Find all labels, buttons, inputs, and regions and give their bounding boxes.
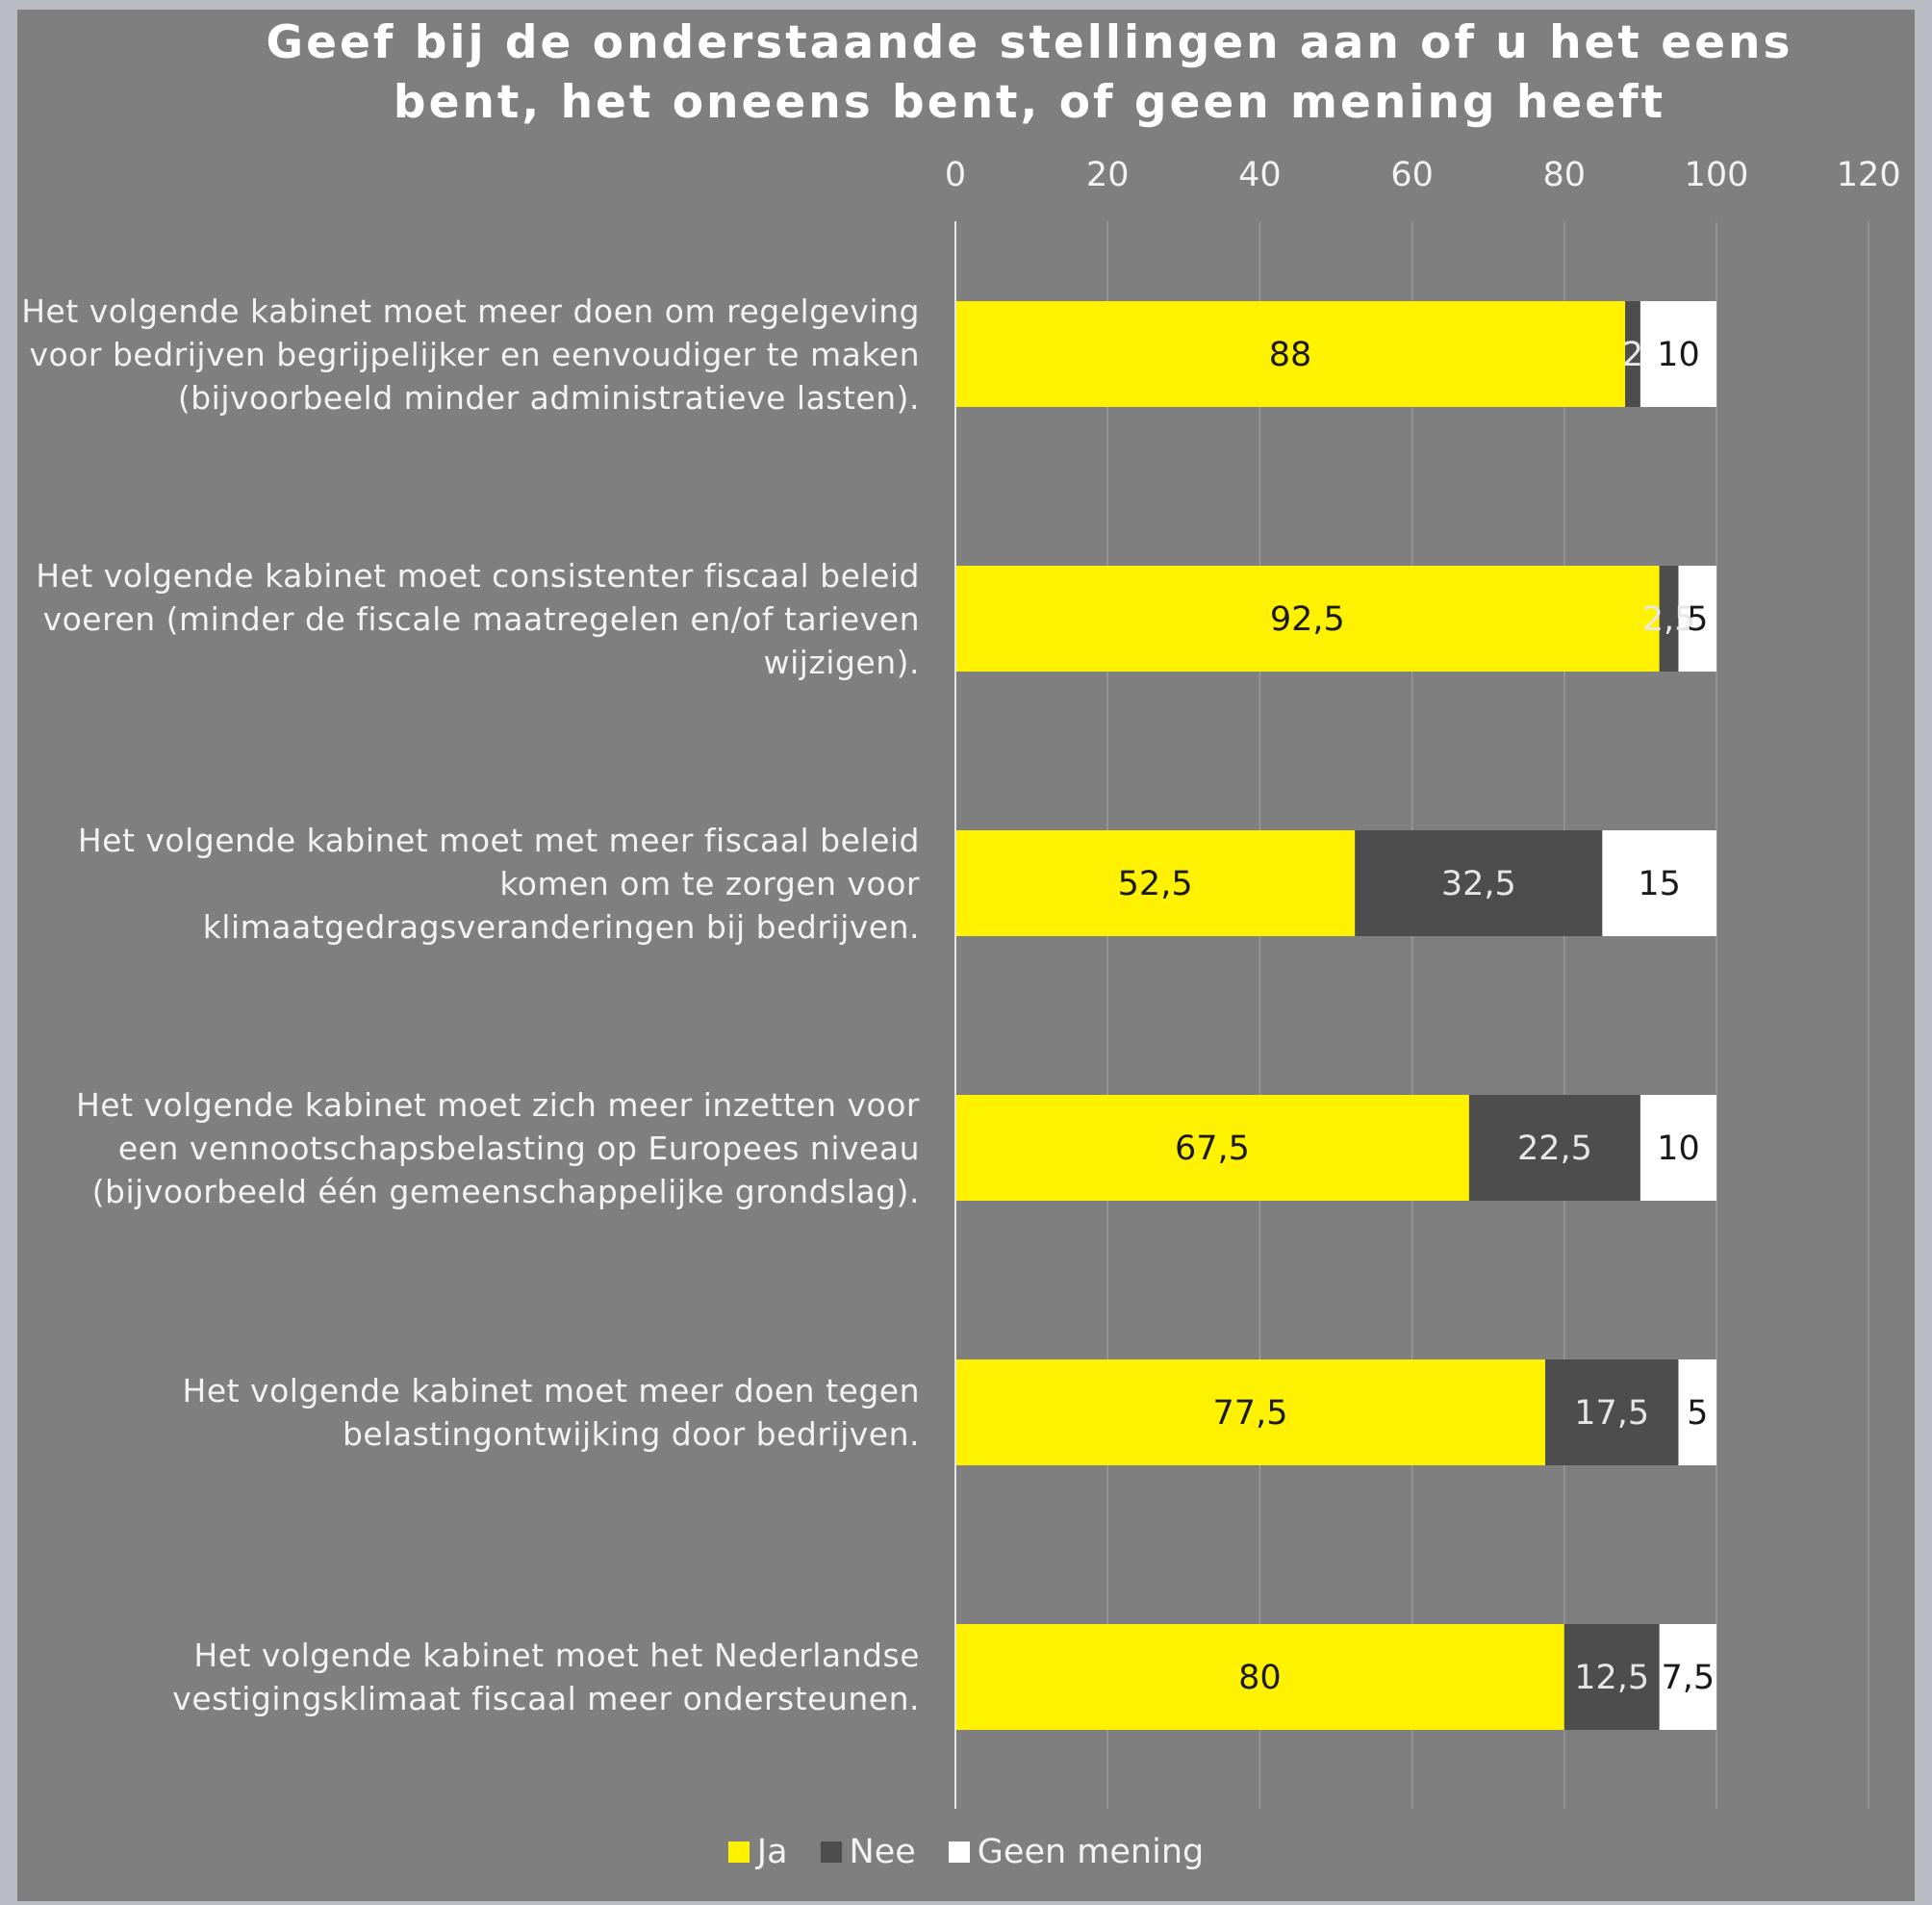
- category-label-line: een vennootschapsbelasting op Europees n…: [117, 1129, 920, 1167]
- bar-segment: [1602, 830, 1716, 936]
- bar-segment: [955, 1359, 1546, 1465]
- x-tick-label: 0: [945, 156, 966, 194]
- data-label: 7,5: [1662, 1659, 1716, 1697]
- data-label: 22,5: [1517, 1130, 1592, 1168]
- category-label-line: voor bedrijven begrijpelijker en eenvoud…: [29, 335, 920, 373]
- legend-label: Nee: [849, 1833, 916, 1871]
- data-label: 52,5: [1118, 865, 1193, 903]
- x-tick-label: 60: [1390, 156, 1434, 194]
- bar-segment: [1468, 1095, 1640, 1201]
- x-tick-label: 80: [1543, 156, 1587, 194]
- legend-item: Ja: [727, 1833, 788, 1871]
- bar-segment: [1659, 1624, 1716, 1730]
- category-label-line: komen om te zorgen voor: [499, 864, 920, 902]
- data-label: 32,5: [1441, 865, 1516, 903]
- category-label-line: (bijvoorbeeld minder administratieve las…: [177, 378, 920, 417]
- category-label-line: wijzigen).: [763, 643, 920, 681]
- category-label-line: Het volgende kabinet moet met meer fisca…: [77, 821, 920, 859]
- legend-label: Ja: [756, 1833, 788, 1871]
- bar-segment: [1545, 1359, 1679, 1465]
- bar-segment: [1355, 830, 1603, 936]
- legend-item: Geen mening: [948, 1833, 1205, 1871]
- data-label: 77,5: [1213, 1394, 1288, 1433]
- data-label: 80: [1238, 1659, 1282, 1697]
- data-label: 10: [1657, 336, 1700, 374]
- data-label: 2,5: [1642, 600, 1696, 639]
- data-label: 5: [1687, 1394, 1708, 1433]
- data-label: 2: [1622, 336, 1643, 374]
- data-label: 5: [1687, 600, 1708, 639]
- category-label-line: Het volgende kabinet moet zich meer inze…: [75, 1085, 920, 1124]
- data-label: 88: [1269, 336, 1312, 374]
- legend-swatch: [948, 1842, 970, 1863]
- category-label-line: voeren (minder de fiscale maatregelen en…: [42, 599, 920, 638]
- category-label: Het volgende kabinet moet consistenter f…: [10, 554, 920, 684]
- legend-item: Nee: [820, 1833, 916, 1871]
- data-label: 10: [1657, 1130, 1700, 1168]
- category-label-line: Het volgende kabinet moet consistenter f…: [36, 556, 920, 595]
- legend-swatch: [727, 1842, 750, 1863]
- category-label: Het volgende kabinet moet het Nederlands…: [10, 1634, 920, 1720]
- chart-title: Geef bij de onderstaande stellingen aan …: [192, 13, 1867, 133]
- legend: Ja Nee Geen mening: [0, 1833, 1932, 1871]
- bar-segment: [1640, 1095, 1716, 1201]
- data-label: 15: [1638, 865, 1681, 903]
- data-label: 17,5: [1574, 1394, 1649, 1433]
- x-tick-label: 20: [1086, 156, 1130, 194]
- x-tick-label: 100: [1685, 156, 1749, 194]
- category-label-line: Het volgende kabinet moet meer doen tege…: [182, 1372, 920, 1410]
- legend-label: Geen mening: [977, 1833, 1205, 1871]
- bar-segment: [1659, 566, 1679, 672]
- bar-segment: [955, 1624, 1564, 1730]
- bar-segment: [955, 830, 1356, 936]
- data-label: 12,5: [1574, 1659, 1649, 1697]
- bar-segment: [1678, 1359, 1716, 1465]
- chart-title-line-1: Geef bij de onderstaande stellingen aan …: [266, 16, 1793, 69]
- data-label: 92,5: [1270, 600, 1345, 639]
- category-label-line: belastingontwijking door bedrijven.: [342, 1415, 920, 1453]
- category-label: Het volgende kabinet moet zich meer inze…: [10, 1083, 920, 1213]
- bar-segment: [1640, 301, 1716, 407]
- category-label: Het volgende kabinet moet met meer fisca…: [10, 819, 920, 949]
- category-label: Het volgende kabinet moet meer doen tege…: [10, 1369, 920, 1456]
- bar-segment: [1678, 566, 1716, 672]
- category-label-line: (bijvoorbeeld één gemeenschappelijke gro…: [91, 1172, 920, 1210]
- bar-segment: [955, 301, 1626, 407]
- category-label-line: vestigingsklimaat fiscaal meer ondersteu…: [172, 1680, 920, 1717]
- category-label-line: Het volgende kabinet moet het Nederlands…: [193, 1637, 920, 1674]
- chart-title-line-2: bent, het oneens bent, of geen mening he…: [393, 76, 1666, 129]
- data-label: 67,5: [1175, 1130, 1250, 1168]
- bar-segment: [1625, 301, 1640, 407]
- category-label-line: Het volgende kabinet moet meer doen om r…: [21, 292, 920, 330]
- bar-segment: [1563, 1624, 1660, 1730]
- bar-segment: [955, 1095, 1469, 1201]
- category-label: Het volgende kabinet moet meer doen om r…: [10, 290, 920, 419]
- x-tick-label: 40: [1238, 156, 1282, 194]
- bar-segment: [955, 566, 1660, 672]
- x-tick-label: 120: [1837, 156, 1901, 194]
- category-label-line: klimaatgedragsveranderingen bij bedrijve…: [202, 907, 920, 946]
- legend-swatch: [820, 1842, 842, 1863]
